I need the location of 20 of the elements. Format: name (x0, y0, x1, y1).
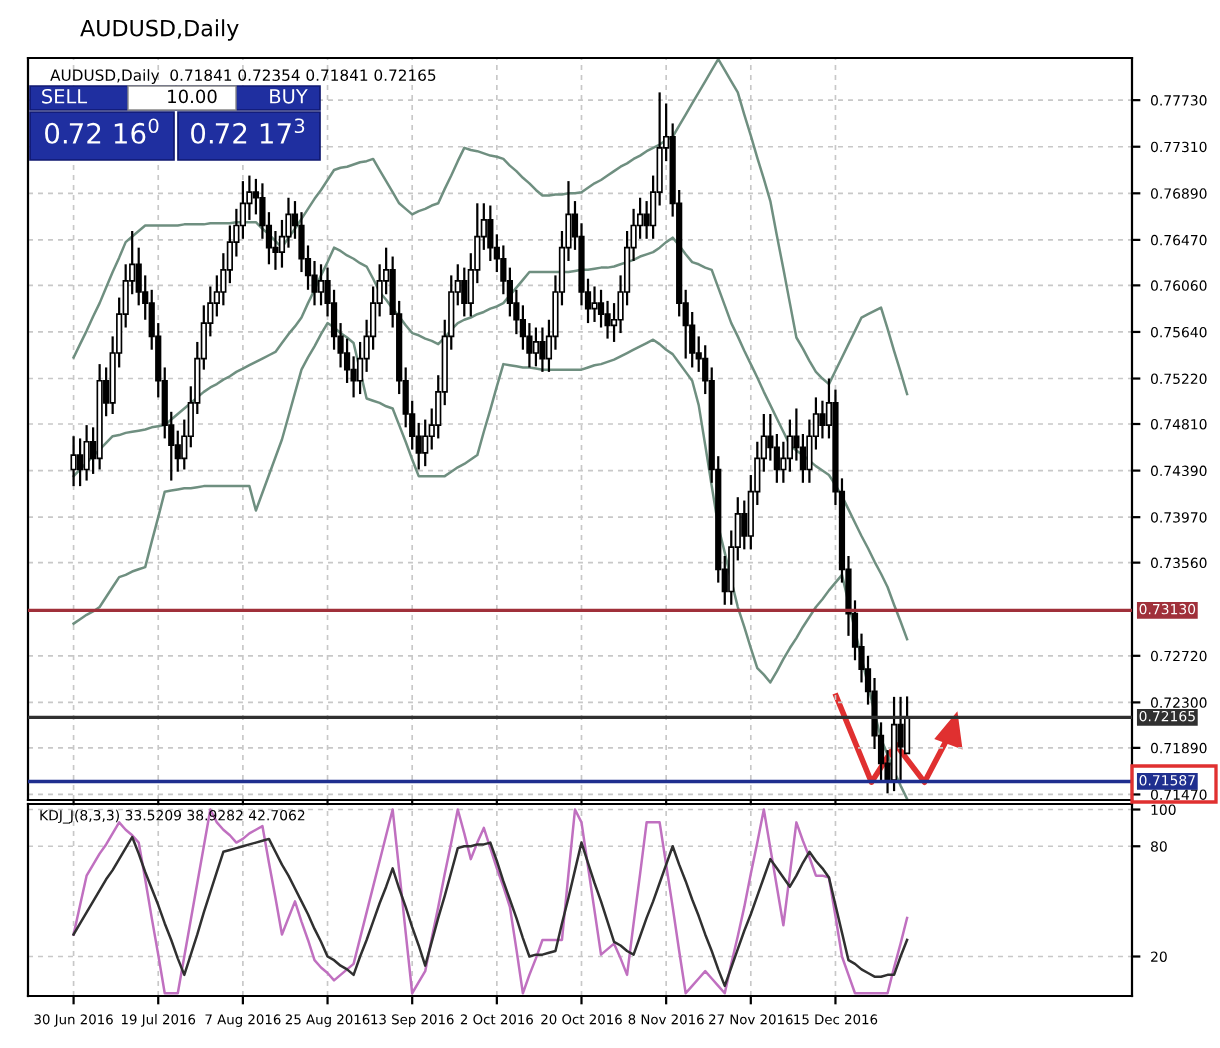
candlestick (532, 326, 540, 368)
line-series (72, 236, 909, 641)
candlestick (897, 695, 904, 782)
candlestick (76, 437, 84, 488)
annotation: 10.00 (168, 89, 217, 104)
line-series (72, 835, 909, 988)
candlestick (643, 199, 650, 240)
annotation: 0.72 17$^{3}$ (191, 118, 305, 144)
chart-title: AUDUSD,Daily (80, 19, 239, 41)
annotation: SELL (42, 88, 88, 104)
candlestick (70, 435, 77, 488)
candlestick (741, 499, 748, 551)
candlestick (539, 326, 546, 373)
candlestick (461, 266, 468, 318)
candlestick (317, 263, 325, 307)
candlestick (83, 424, 90, 482)
annotation: BUY (270, 89, 308, 104)
candlestick (819, 399, 826, 440)
candlestick (591, 285, 598, 324)
annotation: 0.72 16$^{0}$ (45, 118, 159, 144)
